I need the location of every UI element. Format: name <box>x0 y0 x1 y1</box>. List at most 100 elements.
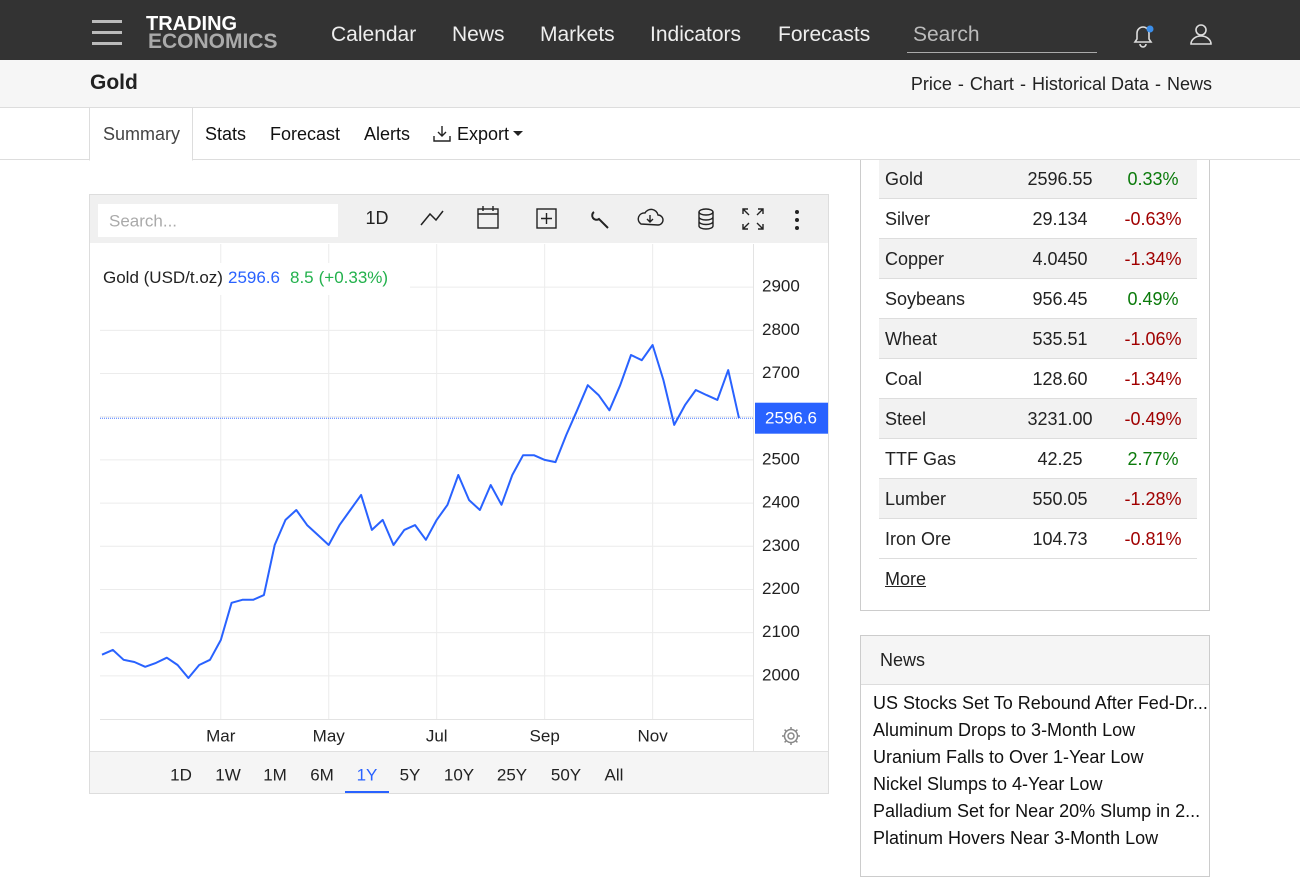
commodity-row[interactable]: Steel 3231.00 -0.49% <box>879 399 1197 439</box>
tab[interactable]: Summary <box>103 124 181 144</box>
commodity-price: 42.25 <box>1037 449 1083 469</box>
commodity-row[interactable]: TTF Gas 42.25 2.77% <box>879 439 1197 479</box>
tools-button[interactable] <box>591 211 609 229</box>
commodity-row[interactable]: Coal 128.60 -1.34% <box>879 359 1197 399</box>
legend-bg <box>100 263 410 295</box>
commodity-row[interactable]: Lumber 550.05 -1.28% <box>879 479 1197 519</box>
news-item[interactable]: Aluminum Drops to 3-Month Low <box>873 720 1136 740</box>
header-links: Price - Chart - Historical Data - News <box>911 73 1212 95</box>
calendar-button[interactable] <box>477 208 499 229</box>
data-detail <box>698 212 714 230</box>
tab[interactable]: Alerts <box>364 124 411 144</box>
nav-link[interactable]: Markets <box>540 23 615 46</box>
chart-layer: Search... 1D Gold (USD/t.oz) 2596.6 8 <box>89 194 829 794</box>
news-item[interactable]: Palladium Set for Near 20% Slump in 2... <box>873 801 1201 821</box>
logo-bottom[interactable]: ECONOMICS <box>148 30 278 53</box>
commodity-price: 956.45 <box>1032 289 1088 309</box>
toolbar-icons <box>477 206 764 230</box>
series-name: Gold (USD/t.oz) <box>103 268 223 287</box>
commodity-name: TTF Gas <box>885 449 956 469</box>
commodity-change: -0.49% <box>1124 409 1182 429</box>
range-button[interactable]: 1W <box>215 765 241 784</box>
x-tick-label: May <box>313 726 346 745</box>
commodity-row[interactable]: Wheat 535.51 -1.06% <box>879 319 1197 359</box>
add-button[interactable] <box>536 208 557 229</box>
x-tick-label: Jul <box>426 726 448 745</box>
commodity-change: -1.06% <box>1124 329 1182 349</box>
commodity-name: Steel <box>885 409 927 429</box>
nav-link[interactable]: Forecasts <box>778 23 871 46</box>
news-item[interactable]: Platinum Hovers Near 3-Month Low <box>873 828 1159 848</box>
news-item[interactable]: US Stocks Set To Rebound After Fed-Dr... <box>873 693 1208 713</box>
last-value: 2596.6 <box>228 268 280 287</box>
y-tick-label: 2900 <box>762 277 800 296</box>
chart-search[interactable] <box>98 204 338 237</box>
nav-link[interactable]: News <box>452 23 505 46</box>
commodity-change: -0.81% <box>1124 529 1182 549</box>
commodity-row[interactable]: Iron Ore 104.73 -0.81% <box>879 519 1197 559</box>
range-button[interactable]: 50Y <box>551 765 581 784</box>
user-button[interactable] <box>1188 22 1214 48</box>
menu-button[interactable] <box>90 16 124 46</box>
logo-top[interactable]: TRADING <box>146 13 238 35</box>
interval-button[interactable]: 1D <box>365 208 388 228</box>
x-tick-label: Nov <box>638 726 669 745</box>
commodity-price: 104.73 <box>1032 529 1088 549</box>
commodity-name: Copper <box>885 249 945 269</box>
tab[interactable]: Export <box>457 124 510 144</box>
news-title: News <box>880 650 926 670</box>
commodity-change: -1.34% <box>1124 369 1182 389</box>
settings-button[interactable] <box>782 727 800 745</box>
add-detail <box>541 213 552 224</box>
tab[interactable]: Forecast <box>270 124 341 144</box>
header-link[interactable]: Historical Data <box>1031 74 1149 94</box>
news-item[interactable]: Nickel Slumps to 4-Year Low <box>873 774 1103 794</box>
commodity-name: Iron Ore <box>885 529 952 549</box>
commodity-change: -1.28% <box>1124 489 1182 509</box>
commodity-change: 0.33% <box>1127 169 1179 189</box>
commodity-price: 4.0450 <box>1032 249 1088 269</box>
commodity-change: -1.34% <box>1124 249 1182 269</box>
fullscreen-button[interactable] <box>742 208 764 230</box>
range-button[interactable]: 25Y <box>497 765 527 784</box>
range-button[interactable]: 1Y <box>357 765 378 784</box>
more-button[interactable] <box>795 210 799 230</box>
nav-link[interactable]: Indicators <box>650 23 742 46</box>
news-item[interactable]: Uranium Falls to Over 1-Year Low <box>873 747 1144 767</box>
commodity-name: Soybeans <box>885 289 966 309</box>
range-button[interactable]: 5Y <box>400 765 421 784</box>
y-tick-label: 2700 <box>762 363 800 382</box>
export-caret <box>513 131 523 136</box>
chart-type-button[interactable] <box>420 210 444 226</box>
commodity-row[interactable]: Gold 2596.55 0.33% <box>879 159 1197 199</box>
nav-link[interactable]: Calendar <box>331 23 417 46</box>
commodity-price: 3231.00 <box>1027 409 1093 429</box>
range-button[interactable]: 1D <box>170 765 192 784</box>
more-link[interactable]: More <box>885 569 927 589</box>
change-value: 8.5 <box>290 268 314 287</box>
sub-header: Gold Price - Chart - Historical Data - News <box>0 60 1300 108</box>
x-tick-label: Mar <box>206 726 236 745</box>
tab[interactable]: Stats <box>205 124 247 144</box>
chart: Search... 1D Gold (USD/t.oz) 2596.6 8 <box>89 194 829 794</box>
commodity-name: Lumber <box>885 489 947 509</box>
range-button[interactable]: 10Y <box>444 765 474 784</box>
notifications-button[interactable] <box>1130 22 1156 50</box>
search-box[interactable]: Search <box>907 22 1097 53</box>
header-link[interactable]: News <box>1166 74 1212 94</box>
y-tick-label: 2400 <box>762 493 800 512</box>
separator: - <box>1019 74 1026 94</box>
range-button[interactable]: All <box>605 765 624 784</box>
commodity-row[interactable]: Silver 29.134 -0.63% <box>879 199 1197 239</box>
range-button[interactable]: 6M <box>310 765 334 784</box>
header-link[interactable]: Chart <box>969 74 1014 94</box>
download-button[interactable] <box>637 208 664 226</box>
header-link[interactable]: Price <box>910 74 952 94</box>
commodity-name: Silver <box>885 209 931 229</box>
commodity-row[interactable]: Soybeans 956.45 0.49% <box>879 279 1197 319</box>
commodity-price: 128.60 <box>1032 369 1088 389</box>
range-bar <box>90 751 828 793</box>
commodity-row[interactable]: Copper 4.0450 -1.34% <box>879 239 1197 279</box>
range-button[interactable]: 1M <box>263 765 287 784</box>
top-bar: TRADING ECONOMICS Calendar News Markets Ind… <box>0 0 1300 60</box>
